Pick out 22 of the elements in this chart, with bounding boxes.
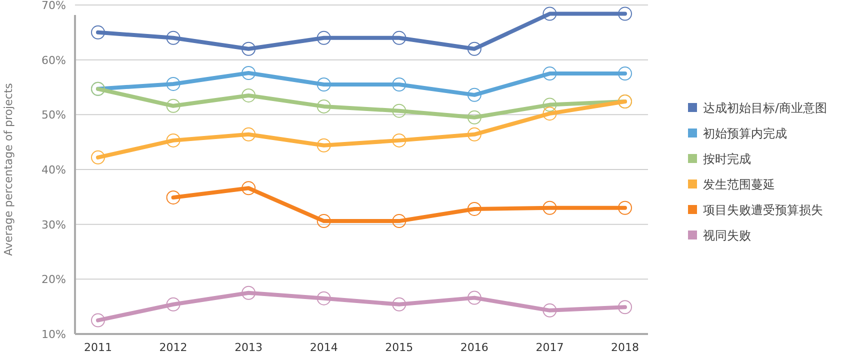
y-tick-label: 10% bbox=[42, 328, 66, 341]
y-tick-label: 30% bbox=[42, 218, 66, 232]
x-tick-label: 2017 bbox=[536, 341, 564, 354]
x-tick-label: 2015 bbox=[385, 341, 414, 354]
legend-label: 按时完成 bbox=[703, 152, 751, 166]
legend-label: 达成初始目标/商业意图 bbox=[703, 101, 828, 115]
legend-label: 初始预算内完成 bbox=[703, 126, 787, 140]
legend-label: 发生范围蔓延 bbox=[703, 178, 775, 192]
legend-label: 项目失败遭受预算损失 bbox=[703, 203, 823, 217]
x-tick-label: 2013 bbox=[234, 341, 263, 354]
y-tick-label: 40% bbox=[42, 164, 66, 176]
x-tick-label: 2011 bbox=[84, 341, 112, 354]
y-axis-title: Average percentage of projects bbox=[2, 82, 15, 256]
y-tick-label: 60% bbox=[42, 54, 66, 67]
y-tick-label: 50% bbox=[42, 108, 66, 122]
x-tick-label: 2012 bbox=[159, 341, 188, 354]
y-tick-label: 20% bbox=[42, 273, 66, 286]
legend-label: 视同失败 bbox=[703, 228, 751, 242]
x-tick-label: 2018 bbox=[611, 341, 639, 354]
x-tick-label: 2014 bbox=[310, 341, 338, 354]
y-tick-label: 70% bbox=[42, 0, 66, 12]
x-tick-label: 2016 bbox=[460, 341, 488, 354]
